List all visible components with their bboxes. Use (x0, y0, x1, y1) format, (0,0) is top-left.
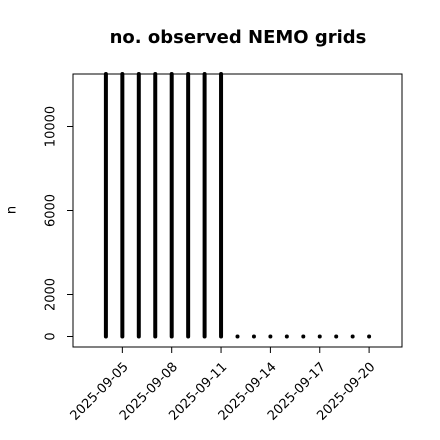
y-tick-label: 10000 (44, 106, 59, 147)
y-tick-label: 0 (44, 332, 59, 340)
y-tick-label: 6000 (44, 194, 59, 227)
chart-title: no. observed NEMO grids (110, 27, 367, 48)
y-axis-label: n (5, 206, 20, 214)
y-tick-label: 2000 (44, 278, 59, 311)
